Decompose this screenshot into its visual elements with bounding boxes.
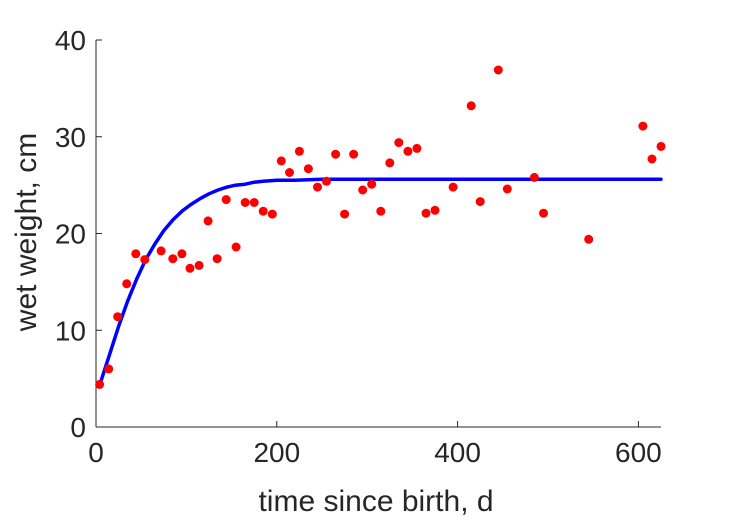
- y-ticks: 0 10 20 30 40: [55, 25, 102, 443]
- data-point: [539, 208, 548, 218]
- data-point: [231, 242, 241, 252]
- data-point: [156, 246, 166, 256]
- data-point: [529, 172, 539, 182]
- data-point: [502, 184, 512, 194]
- data-point: [95, 379, 105, 389]
- x-tick-label: 600: [615, 437, 662, 468]
- data-point: [340, 209, 350, 219]
- data-point: [249, 198, 259, 207]
- data-point: [313, 182, 322, 192]
- data-point: [638, 121, 648, 131]
- data-point: [258, 206, 268, 216]
- data-point: [493, 65, 503, 75]
- data-point: [376, 206, 386, 216]
- fit-curve-line: [98, 177, 663, 385]
- data-point: [221, 195, 231, 205]
- data-point: [185, 263, 195, 273]
- data-point: [475, 197, 485, 207]
- data-point: [322, 176, 331, 186]
- axes: 0 200 400 600 0 10 20 30 40: [55, 25, 662, 468]
- data-point: [430, 205, 440, 215]
- data-point: [104, 364, 114, 374]
- data-point: [466, 101, 476, 111]
- data-point: [448, 182, 458, 192]
- data-point: [421, 208, 431, 218]
- data-point: [412, 143, 422, 153]
- x-tick-label: 0: [88, 437, 104, 468]
- data-point: [140, 255, 150, 265]
- data-point: [656, 141, 666, 151]
- y-axis-label: wet weight, cm: [10, 133, 43, 332]
- x-ticks: 0 200 400 600: [88, 421, 662, 468]
- data-point: [358, 185, 368, 195]
- data-point: [122, 279, 132, 289]
- data-point: [403, 146, 413, 156]
- y-tick-label: 20: [55, 219, 86, 250]
- y-tick-label: 0: [70, 412, 86, 443]
- x-axis-label: time since birth, d: [258, 485, 493, 518]
- y-tick-label: 40: [55, 25, 86, 56]
- x-tick-label: 400: [434, 437, 481, 468]
- y-tick-label: 10: [55, 315, 86, 346]
- data-point: [177, 249, 187, 259]
- data-point: [584, 234, 594, 244]
- data-point: [267, 209, 277, 219]
- x-tick-label: 200: [253, 437, 300, 468]
- data-point: [240, 198, 250, 207]
- data-point: [385, 158, 395, 168]
- data-point: [194, 260, 204, 270]
- data-point: [131, 249, 141, 259]
- data-point: [168, 254, 178, 264]
- y-tick-label: 30: [55, 122, 86, 153]
- data-point: [285, 168, 294, 177]
- data-point: [113, 312, 123, 322]
- data-point: [276, 156, 286, 166]
- data-point: [331, 149, 341, 159]
- series-layer: [95, 65, 666, 389]
- data-point: [212, 254, 222, 264]
- data-point: [303, 164, 313, 174]
- data-point: [294, 146, 304, 156]
- data-point: [394, 138, 404, 148]
- data-point: [349, 149, 359, 159]
- data-point: [367, 179, 377, 189]
- data-point: [647, 154, 657, 164]
- data-point: [203, 216, 213, 226]
